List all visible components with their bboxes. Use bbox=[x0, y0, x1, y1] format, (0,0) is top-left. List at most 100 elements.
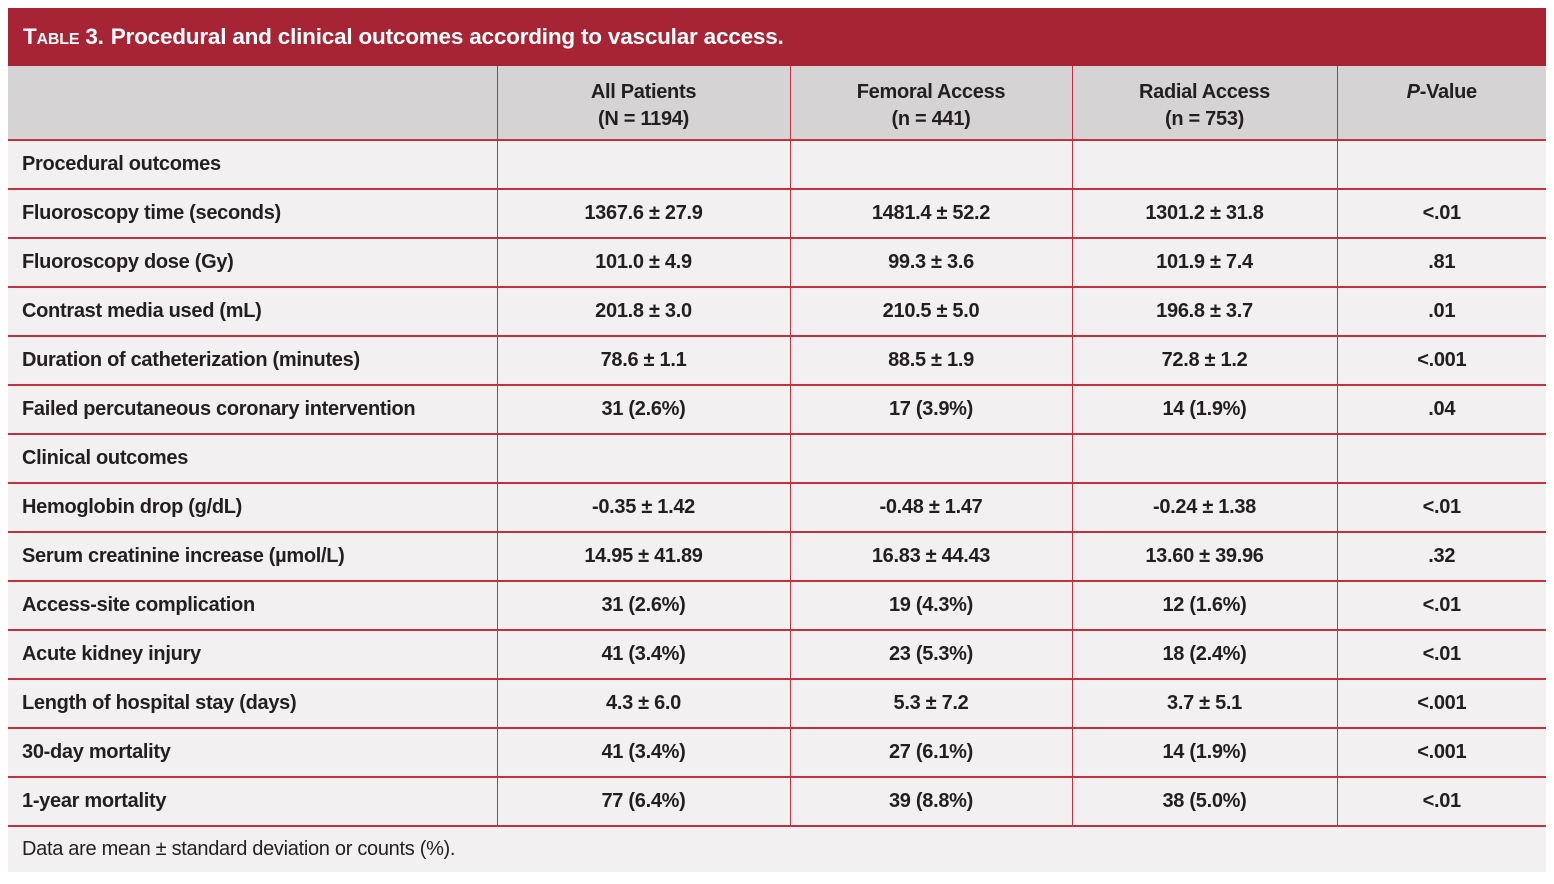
column-header-line1: All Patients bbox=[590, 81, 697, 103]
cell-value: 101.9 ± 7.4 bbox=[1071, 237, 1338, 288]
table-row: Hemoglobin drop (g/dL) -0.35 ± 1.42 -0.48 … bbox=[7, 482, 1547, 533]
row-label: Contrast media used (mL) bbox=[7, 286, 498, 337]
row-label: 30-day mortality bbox=[7, 727, 498, 778]
row-label: Access-site complication bbox=[7, 580, 498, 631]
cell-value: 88.5 ± 1.9 bbox=[789, 335, 1073, 386]
table-body: Procedural outcomes Fluoroscopy time (sec… bbox=[7, 139, 1547, 827]
cell-value: 14 (1.9%) bbox=[1071, 727, 1338, 778]
cell-value: 19 (4.3%) bbox=[789, 580, 1073, 631]
cell-value: 1367.6 ± 27.9 bbox=[496, 188, 791, 239]
table-row: Duration of catheterization (minutes) 78.… bbox=[7, 335, 1547, 386]
cell-value: 12 (1.6%) bbox=[1071, 580, 1338, 631]
cell-value: .32 bbox=[1336, 531, 1547, 582]
column-header-radial-access: Radial Access (n = 753) bbox=[1071, 66, 1338, 141]
cell-value: <.01 bbox=[1336, 776, 1547, 827]
row-label: Duration of catheterization (minutes) bbox=[7, 335, 498, 386]
column-header-line2: (n = 753) bbox=[1165, 108, 1244, 130]
row-label: Failed percutaneous coronary interventio… bbox=[7, 384, 498, 435]
cell-value: 78.6 ± 1.1 bbox=[496, 335, 791, 386]
footnote: Data are mean ± standard deviation or co… bbox=[8, 825, 1546, 872]
column-header-all-patients: All Patients (N = 1194) bbox=[496, 66, 791, 141]
cell-value: 38 (5.0%) bbox=[1071, 776, 1338, 827]
table-row: Acute kidney injury 41 (3.4%) 23 (5.3%) 18 … bbox=[7, 629, 1547, 680]
cell-value: 41 (3.4%) bbox=[496, 629, 791, 680]
cell-value: <.001 bbox=[1336, 335, 1547, 386]
table-title: Table 3. Procedural and clinical outcomes… bbox=[23, 24, 784, 50]
cell-value: <.01 bbox=[1336, 482, 1547, 533]
column-header-line2: (N = 1194) bbox=[598, 108, 689, 130]
cell-value: 5.3 ± 7.2 bbox=[789, 678, 1073, 729]
cell-value: 17 (3.9%) bbox=[789, 384, 1073, 435]
outcomes-table: All Patients (N = 1194) Femoral Access (… bbox=[7, 66, 1547, 872]
column-header-p-value: P-Value bbox=[1336, 66, 1547, 141]
cell-value: 4.3 ± 6.0 bbox=[496, 678, 791, 729]
cell-value: 99.3 ± 3.6 bbox=[789, 237, 1073, 288]
cell-value: <.001 bbox=[1336, 678, 1547, 729]
row-label: Hemoglobin drop (g/dL) bbox=[7, 482, 498, 533]
cell-value: 1481.4 ± 52.2 bbox=[789, 188, 1073, 239]
cell-value: 210.5 ± 5.0 bbox=[789, 286, 1073, 337]
cell-value: 27 (6.1%) bbox=[789, 727, 1073, 778]
cell-value: 1301.2 ± 31.8 bbox=[1071, 188, 1338, 239]
cell-value bbox=[496, 139, 791, 190]
cell-value: <.01 bbox=[1336, 580, 1547, 631]
cell-value: 3.7 ± 5.1 bbox=[1071, 678, 1338, 729]
table-row: Access-site complication 31 (2.6%) 19 (4.3… bbox=[7, 580, 1547, 631]
cell-value: <.01 bbox=[1336, 629, 1547, 680]
row-label: Length of hospital stay (days) bbox=[7, 678, 498, 729]
section-label: Procedural outcomes bbox=[7, 139, 498, 190]
column-header-line1: Femoral Access bbox=[856, 81, 1006, 103]
cell-value: 39 (8.8%) bbox=[789, 776, 1073, 827]
cell-value: .01 bbox=[1336, 286, 1547, 337]
cell-value: 13.60 ± 39.96 bbox=[1071, 531, 1338, 582]
row-label: Fluoroscopy dose (Gy) bbox=[7, 237, 498, 288]
column-header-line1: Radial Access bbox=[1139, 81, 1270, 103]
column-header-line1: P-Value bbox=[1406, 81, 1477, 103]
cell-value: 196.8 ± 3.7 bbox=[1071, 286, 1338, 337]
table-row: Serum creatinine increase (µmol/L) 14.95 … bbox=[7, 531, 1547, 582]
cell-value: 23 (5.3%) bbox=[789, 629, 1073, 680]
table-row: 1-year mortality 77 (6.4%) 39 (8.8%) 38 (5.… bbox=[7, 776, 1547, 827]
column-header-femoral-access: Femoral Access (n = 441) bbox=[789, 66, 1073, 141]
section-label: Clinical outcomes bbox=[7, 433, 498, 484]
cell-value bbox=[496, 433, 791, 484]
cell-value bbox=[1071, 433, 1338, 484]
cell-value bbox=[789, 433, 1073, 484]
table-row: Fluoroscopy time (seconds) 1367.6 ± 27.9 1… bbox=[7, 188, 1547, 239]
table-title-bar: Table 3. Procedural and clinical outcomes… bbox=[8, 8, 1546, 66]
cell-value bbox=[1071, 139, 1338, 190]
cell-value: -0.35 ± 1.42 bbox=[496, 482, 791, 533]
cell-value: 72.8 ± 1.2 bbox=[1071, 335, 1338, 386]
table-row: 30-day mortality 41 (3.4%) 27 (6.1%) 14 (1.… bbox=[7, 727, 1547, 778]
table-footer: Data are mean ± standard deviation or co… bbox=[8, 825, 1546, 872]
section-row: Clinical outcomes bbox=[7, 433, 1547, 484]
table-header: All Patients (N = 1194) Femoral Access (… bbox=[7, 66, 1547, 141]
table-title-text: Procedural and clinical outcomes accordi… bbox=[110, 24, 784, 49]
row-label: Fluoroscopy time (seconds) bbox=[7, 188, 498, 239]
row-label: 1-year mortality bbox=[7, 776, 498, 827]
cell-value bbox=[789, 139, 1073, 190]
footnote-row: Data are mean ± standard deviation or co… bbox=[8, 825, 1546, 872]
cell-value: -0.48 ± 1.47 bbox=[789, 482, 1073, 533]
cell-value: 18 (2.4%) bbox=[1071, 629, 1338, 680]
column-header-rowlabels bbox=[7, 66, 498, 141]
cell-value bbox=[1336, 433, 1547, 484]
cell-value: 16.83 ± 44.43 bbox=[789, 531, 1073, 582]
table-row: Length of hospital stay (days) 4.3 ± 6.0 5… bbox=[7, 678, 1547, 729]
cell-value: .81 bbox=[1336, 237, 1547, 288]
cell-value: 14 (1.9%) bbox=[1071, 384, 1338, 435]
row-label: Acute kidney injury bbox=[7, 629, 498, 680]
cell-value: -0.24 ± 1.38 bbox=[1071, 482, 1338, 533]
table-row: Fluoroscopy dose (Gy) 101.0 ± 4.9 99.3 ± 3… bbox=[7, 237, 1547, 288]
cell-value: .04 bbox=[1336, 384, 1547, 435]
column-header-line2: (n = 441) bbox=[891, 108, 971, 130]
cell-value: 41 (3.4%) bbox=[496, 727, 791, 778]
cell-value bbox=[1336, 139, 1547, 190]
cell-value: 31 (2.6%) bbox=[496, 580, 791, 631]
cell-value: 14.95 ± 41.89 bbox=[496, 531, 791, 582]
cell-value: 101.0 ± 4.9 bbox=[496, 237, 791, 288]
table-number-label: Table 3. bbox=[23, 24, 104, 49]
row-label: Serum creatinine increase (µmol/L) bbox=[7, 531, 498, 582]
cell-value: <.001 bbox=[1336, 727, 1547, 778]
